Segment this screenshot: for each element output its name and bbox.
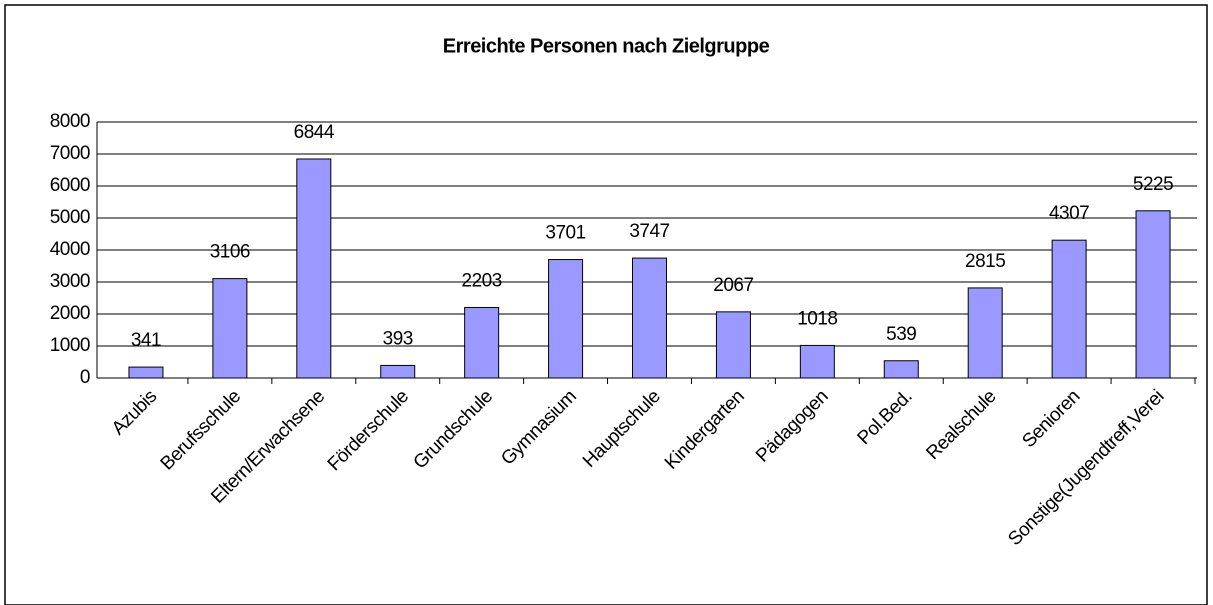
data-label: 4307 (1049, 203, 1089, 224)
chart-title: Erreichte Personen nach Zielgruppe (443, 35, 770, 57)
y-tick-label: 7000 (50, 143, 90, 164)
bar (296, 158, 332, 379)
data-label: 2067 (713, 275, 753, 296)
data-label: 6844 (294, 122, 335, 143)
y-tick-label: 8000 (50, 111, 90, 132)
bar (548, 259, 584, 379)
y-tick-label: 6000 (50, 175, 90, 196)
bar (380, 364, 416, 379)
data-label: 393 (383, 328, 413, 349)
data-label: 341 (131, 330, 161, 351)
data-label: 3106 (210, 242, 250, 263)
data-label: 2203 (462, 271, 502, 292)
data-label: 539 (886, 324, 916, 345)
y-tick-label: 1000 (50, 335, 90, 356)
bar (464, 307, 500, 379)
data-label: 5225 (1133, 174, 1173, 195)
data-label: 1018 (797, 308, 837, 329)
bar (1135, 210, 1171, 379)
bar (883, 360, 919, 379)
bar (967, 287, 1003, 379)
bar (799, 344, 835, 379)
y-tick-label: 5000 (50, 207, 90, 228)
data-label: 3747 (629, 221, 669, 242)
y-tick-label: 4000 (50, 239, 90, 260)
bar (632, 257, 667, 379)
y-tick-label: 3000 (50, 271, 90, 292)
y-tick-label: 2000 (50, 303, 90, 324)
chart-frame (4, 4, 1208, 605)
bar (128, 366, 164, 379)
y-tick-label: 0 (80, 367, 90, 388)
bar (212, 278, 248, 379)
bar (1051, 239, 1087, 379)
data-label: 2815 (965, 251, 1005, 272)
data-label: 3701 (545, 223, 585, 244)
bar (715, 311, 751, 379)
